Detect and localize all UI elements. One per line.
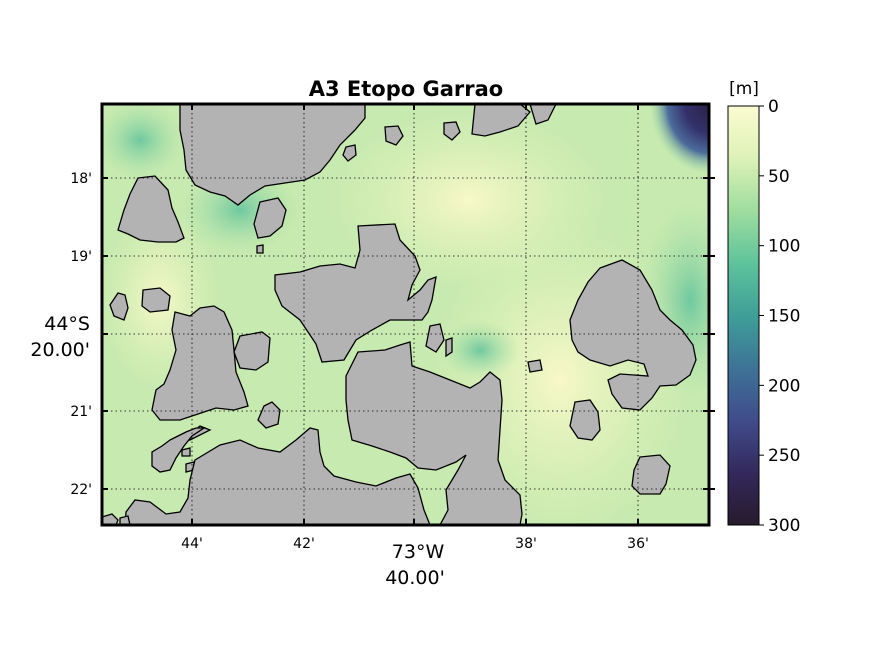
y-tick-label: 18' (70, 171, 92, 187)
y-tick-label: 21' (70, 404, 92, 420)
land-mass (151, 427, 207, 473)
land-mass (119, 515, 131, 525)
land-mass (256, 244, 264, 254)
y-center-label-min: 20.00' (30, 339, 90, 361)
colorbar-ticks: 0 50 100 150 200 250 300 (759, 97, 800, 536)
land-mass (102, 513, 119, 525)
land-mass (141, 287, 171, 313)
land-mass (527, 359, 543, 373)
land-mass (109, 292, 129, 321)
y-tick-label: 19' (70, 249, 92, 265)
land-masses (102, 104, 697, 525)
land-mass (384, 125, 404, 146)
y-center-label-deg: 44°S (44, 313, 90, 335)
land-mass (253, 197, 287, 239)
map-title: A3 Etopo Garrao (309, 77, 503, 101)
land-mass (443, 121, 461, 141)
land-mass (345, 341, 523, 525)
x-center-label-min: 40.00' (385, 567, 445, 589)
land-mass (425, 323, 445, 353)
x-tick-label: 42' (293, 536, 315, 552)
land-mass (151, 305, 249, 421)
y-tick-label: 22' (70, 482, 92, 498)
x-axis: 44' 42' 38' 36' (181, 104, 649, 552)
land-mass (342, 144, 357, 162)
land-mass (179, 104, 366, 206)
land-mass (181, 447, 191, 457)
colorbar-unit: [m] (729, 79, 759, 99)
y-axis: 18' 19' 21' 22' (70, 171, 715, 498)
deep-region (440, 320, 520, 380)
x-center-label-deg: 73°W (392, 541, 445, 563)
land-mass (124, 427, 431, 525)
land-mass (445, 337, 453, 358)
colorbar-tick-label: 0 (768, 97, 779, 117)
colorbar-tick-label: 300 (768, 516, 800, 536)
map-frame (100, 102, 711, 527)
deep-region (102, 104, 185, 180)
colorbar-tick-label: 150 (768, 307, 800, 327)
land-mass (529, 104, 557, 125)
land-mass (274, 223, 437, 363)
colorbar-tick-label: 250 (768, 446, 800, 466)
colorbar-tick-label: 100 (768, 237, 800, 257)
colorbar-tick-label: 200 (768, 376, 800, 396)
bathymetry-map[interactable] (95, 100, 740, 540)
colorbar (727, 105, 760, 526)
land-mass (257, 401, 281, 429)
land-mass (569, 259, 697, 411)
x-tick-label: 36' (627, 536, 649, 552)
land-mass (117, 175, 185, 243)
land-mass (631, 454, 671, 495)
x-tick-label: 38' (515, 536, 537, 552)
x-tick-label: 44' (181, 536, 203, 552)
land-mass (569, 399, 601, 441)
colorbar-tick-label: 50 (768, 167, 790, 187)
land-mass (233, 331, 271, 371)
